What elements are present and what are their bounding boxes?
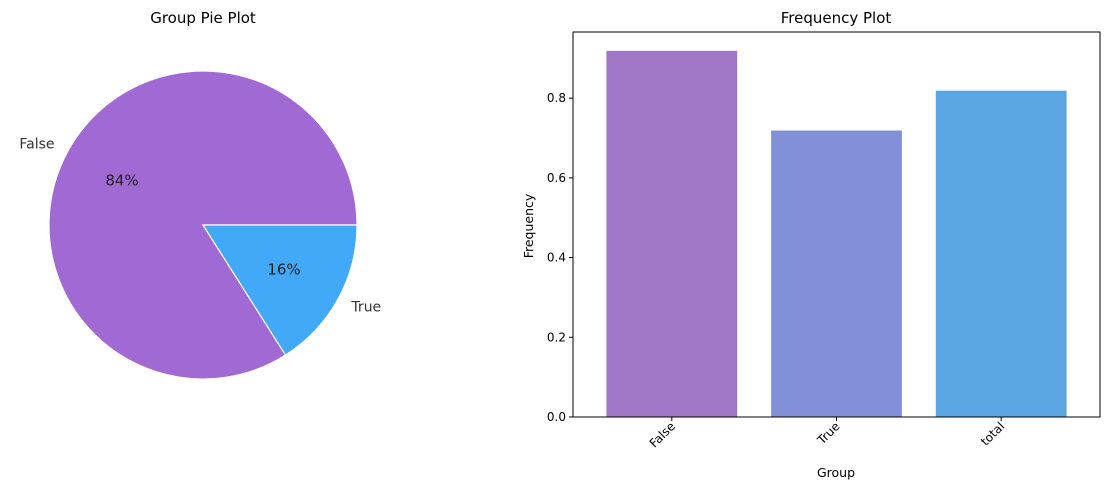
y-tick-label: 0.4: [547, 251, 566, 265]
pie-label-false: False: [19, 136, 54, 152]
pie-percent-true: 16%: [267, 261, 300, 279]
x-axis-ticks: False True total: [647, 417, 1007, 450]
bar-chart: Frequency Plot 0.0 0.2 0.4 0.6 0.8 False True…: [521, 9, 1101, 480]
bars: [605, 49, 1068, 418]
y-tick-label: 0.2: [547, 330, 566, 344]
y-tick-label: 0.0: [547, 410, 566, 424]
x-tick-label-false: False: [647, 419, 678, 450]
axes-frame: [572, 31, 1101, 418]
pie-slice-true: [201, 224, 358, 356]
y-tick-label: 0.6: [547, 171, 566, 185]
y-axis-ticks: 0.0 0.2 0.4 0.6 0.8: [547, 91, 573, 424]
pie-labels: False 84% True 16%: [19, 136, 381, 315]
bar-false: [605, 49, 739, 418]
pie-chart-title: Group Pie Plot: [150, 9, 256, 27]
pie-label-true: True: [350, 300, 381, 316]
x-tick-label-total: total: [978, 419, 1007, 448]
x-tick-label-true: True: [814, 419, 843, 448]
pie-slices: [48, 70, 358, 380]
x-axis-label: Group: [817, 465, 855, 480]
bar-true: [770, 129, 903, 418]
bar-total: [934, 89, 1068, 418]
pie-percent-false: 84%: [105, 171, 138, 189]
bar-chart-title: Frequency Plot: [781, 9, 892, 27]
y-tick-label: 0.8: [547, 91, 566, 105]
pie-chart: Group Pie Plot False 84% True 16%: [19, 9, 381, 380]
y-axis-label: Frequency: [521, 193, 536, 258]
